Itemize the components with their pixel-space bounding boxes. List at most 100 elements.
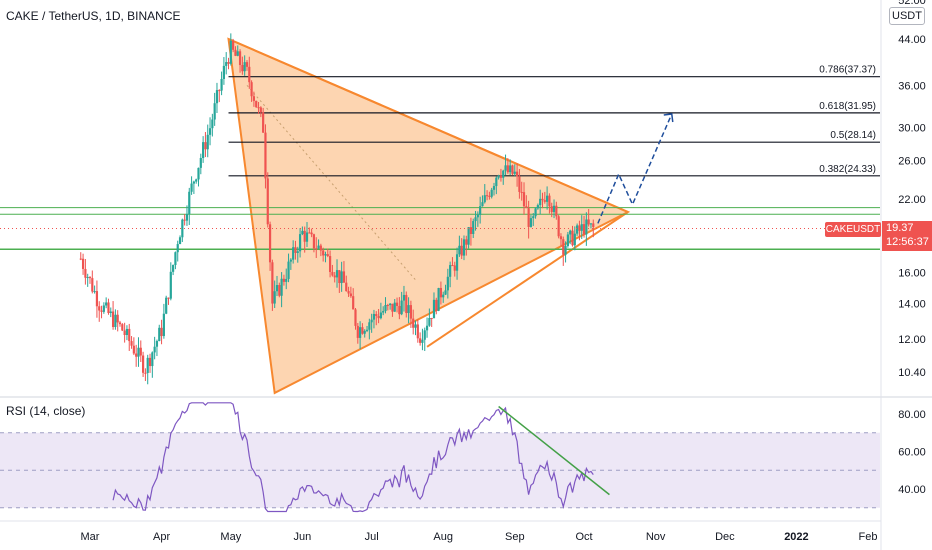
candle-body: [474, 217, 477, 222]
candle-body: [208, 128, 212, 135]
candle-body: [280, 278, 283, 296]
candle-body: [141, 355, 145, 373]
candle-body: [458, 245, 461, 255]
candle-body: [499, 175, 503, 178]
candle-body: [220, 78, 223, 91]
candle-body: [578, 225, 581, 231]
candle-body: [137, 347, 140, 357]
candle-body: [86, 277, 89, 279]
candle-body: [469, 227, 473, 234]
candle-body: [234, 49, 237, 56]
candle-body: [407, 305, 410, 314]
candle-body: [195, 179, 198, 182]
candle-body: [79, 258, 82, 260]
candle-body: [252, 96, 256, 101]
candle-body: [213, 103, 216, 120]
candle-body: [566, 234, 569, 246]
candle-body: [490, 189, 493, 197]
candle-body: [266, 178, 269, 225]
candle-body: [298, 234, 302, 252]
candle-body: [386, 305, 389, 307]
candle-body: [589, 223, 593, 225]
candle-body: [395, 302, 399, 306]
candle-body: [181, 219, 184, 238]
candle-body: [552, 205, 556, 213]
candle-body: [135, 353, 138, 357]
time-axis-tick: 2022: [784, 531, 808, 543]
candle-body: [222, 65, 225, 79]
rsi-title: RSI (14, close): [6, 404, 86, 418]
rsi-axis-tick: 60.00: [898, 447, 926, 459]
symbol-title: CAKE / TetherUS, 1D, BINANCE: [6, 9, 181, 23]
candle-body: [107, 302, 110, 314]
candle-body: [132, 345, 135, 354]
candle-body: [347, 291, 350, 294]
time-axis-tick: Sep: [505, 531, 525, 543]
candle-body: [529, 218, 533, 227]
candle-body: [442, 294, 445, 298]
candle-body: [259, 107, 262, 113]
candle-body: [576, 225, 579, 234]
candle-body: [178, 237, 182, 245]
candle-body: [204, 142, 207, 150]
candle-body: [472, 221, 475, 234]
candle-body: [84, 268, 87, 278]
candle-body: [102, 305, 105, 312]
candle-body: [405, 294, 408, 314]
candle-body: [428, 318, 431, 326]
candle-body: [315, 248, 318, 250]
candle-body: [174, 252, 177, 266]
candle-body: [294, 247, 297, 253]
candle-body: [218, 90, 221, 92]
price-axis-tick: 10.40: [898, 367, 926, 379]
candle-body: [88, 277, 92, 279]
candle-body: [455, 254, 459, 271]
candle-body: [287, 261, 290, 279]
candle-body: [144, 372, 147, 374]
candle-body: [95, 291, 99, 307]
symbol-price-label: CAKEUSDT: [825, 222, 881, 237]
candle-body: [562, 239, 565, 255]
candle-body: [536, 205, 539, 209]
price-axis-tick: 12.00: [898, 334, 926, 346]
candle-body: [322, 250, 325, 256]
candle-body: [319, 245, 322, 251]
time-axis-tick: May: [220, 531, 241, 543]
candle-body: [243, 62, 246, 72]
time-axis-tick: Nov: [646, 531, 666, 543]
candle-body: [160, 327, 163, 337]
candle-body: [324, 254, 327, 256]
candle-body: [292, 247, 295, 260]
candle-body: [359, 327, 362, 338]
candle-body: [185, 213, 189, 221]
price-axis-tick: 30.00: [898, 122, 926, 134]
currency-unit-badge[interactable]: USDT: [889, 7, 925, 25]
candle-body: [158, 327, 161, 342]
candle-body: [476, 214, 479, 218]
candle-body: [423, 330, 426, 340]
candle-body: [162, 313, 165, 337]
rsi-trendline: [498, 405, 610, 496]
candle-body: [398, 305, 401, 315]
price-axis-tick: 22.00: [898, 194, 926, 206]
candle-body: [400, 300, 403, 315]
candle-body: [502, 170, 505, 178]
candle-body: [176, 244, 179, 253]
candle-body: [444, 290, 447, 295]
candle-body: [548, 195, 551, 207]
candle-body: [81, 258, 85, 269]
candle-body: [255, 100, 258, 108]
candle-body: [525, 206, 528, 209]
candle-body: [425, 325, 429, 331]
candle-body: [169, 271, 172, 299]
candle-body: [513, 171, 516, 174]
candle-body: [488, 195, 491, 197]
candle-body: [146, 357, 149, 373]
time-axis-tick: Aug: [433, 531, 453, 543]
candle-body: [125, 328, 129, 336]
candle-body: [326, 254, 329, 257]
candle-body: [345, 282, 348, 292]
candle-body: [361, 327, 364, 334]
candle-body: [506, 165, 509, 173]
